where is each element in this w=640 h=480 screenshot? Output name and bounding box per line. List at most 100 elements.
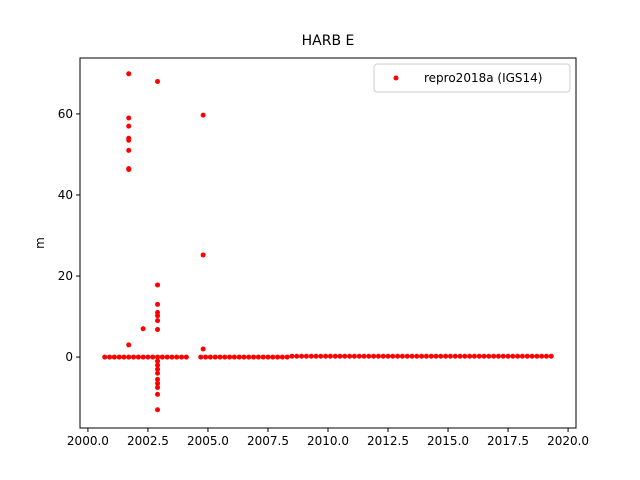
point xyxy=(155,380,161,386)
point xyxy=(294,353,300,359)
point xyxy=(476,353,482,359)
point xyxy=(510,353,516,359)
x-tick-label: 2015.0 xyxy=(427,434,469,448)
point xyxy=(539,353,545,359)
point xyxy=(289,353,295,359)
point xyxy=(174,354,180,360)
point xyxy=(155,301,161,307)
point xyxy=(121,354,127,360)
y-tick-label: 0 xyxy=(65,350,73,364)
point xyxy=(361,353,367,359)
point xyxy=(409,353,415,359)
point xyxy=(347,353,353,359)
legend-label: repro2018a (IGS14) xyxy=(424,71,542,85)
point xyxy=(198,354,204,360)
point xyxy=(155,327,161,333)
point xyxy=(313,353,319,359)
point xyxy=(505,353,511,359)
point xyxy=(126,115,132,121)
point xyxy=(155,370,161,376)
point xyxy=(337,353,343,359)
legend-box xyxy=(373,63,571,93)
point xyxy=(433,353,439,359)
point xyxy=(303,353,309,359)
point xyxy=(222,354,228,360)
point xyxy=(102,354,108,360)
point xyxy=(179,354,185,360)
point xyxy=(342,353,348,359)
point xyxy=(155,362,161,368)
point xyxy=(318,353,324,359)
point xyxy=(351,353,357,359)
point xyxy=(500,353,506,359)
point xyxy=(126,137,132,143)
point xyxy=(486,353,492,359)
point xyxy=(452,353,458,359)
point xyxy=(126,123,132,129)
y-axis-label: m xyxy=(33,237,47,249)
point xyxy=(356,353,362,359)
point xyxy=(251,354,257,360)
point xyxy=(150,354,156,360)
point xyxy=(457,353,463,359)
point xyxy=(140,354,146,360)
point xyxy=(327,353,333,359)
point xyxy=(203,354,209,360)
point xyxy=(270,354,276,360)
point xyxy=(380,353,386,359)
point xyxy=(155,407,161,413)
y-tick-label: 20 xyxy=(58,269,73,283)
point xyxy=(155,384,161,390)
point xyxy=(515,353,521,359)
x-tick-label: 2005.0 xyxy=(187,434,229,448)
point xyxy=(548,353,554,359)
point xyxy=(375,353,381,359)
chart-title: HARB E xyxy=(302,33,355,49)
point xyxy=(116,354,122,360)
x-tick-label: 2017.5 xyxy=(487,434,529,448)
point xyxy=(236,354,242,360)
point xyxy=(107,354,113,360)
point xyxy=(332,353,338,359)
point xyxy=(260,354,266,360)
x-tick-label: 2010.0 xyxy=(307,434,349,448)
point xyxy=(495,353,501,359)
point xyxy=(155,313,161,319)
x-tick-label: 2000.0 xyxy=(67,434,109,448)
point xyxy=(284,354,290,360)
point xyxy=(529,353,535,359)
point xyxy=(438,353,444,359)
point xyxy=(265,354,271,360)
point xyxy=(155,79,161,85)
point xyxy=(155,376,161,382)
point xyxy=(390,353,396,359)
point xyxy=(164,354,170,360)
point xyxy=(126,342,132,348)
point xyxy=(543,353,549,359)
legend-marker xyxy=(393,75,399,81)
point xyxy=(212,354,218,360)
point xyxy=(200,252,206,258)
point xyxy=(183,354,189,360)
point xyxy=(246,354,252,360)
point xyxy=(200,346,206,352)
point xyxy=(419,353,425,359)
point xyxy=(414,353,420,359)
y-tick-label: 40 xyxy=(58,188,73,202)
point xyxy=(279,354,285,360)
point xyxy=(519,353,525,359)
point xyxy=(385,353,391,359)
point xyxy=(366,353,372,359)
point xyxy=(169,354,175,360)
point xyxy=(404,353,410,359)
point xyxy=(159,354,165,360)
point xyxy=(241,354,247,360)
point xyxy=(207,354,213,360)
point xyxy=(155,282,161,288)
point xyxy=(399,353,405,359)
point xyxy=(126,166,132,172)
point xyxy=(126,354,132,360)
point xyxy=(255,354,261,360)
